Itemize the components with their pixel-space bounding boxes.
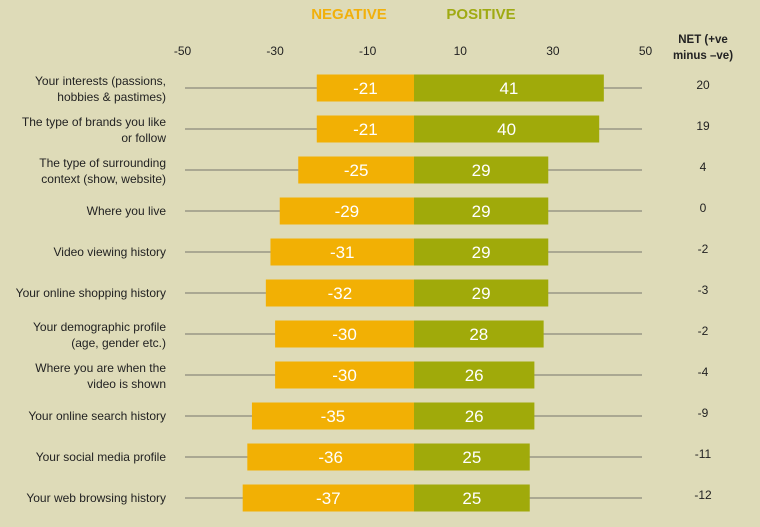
net-value: -9: [698, 406, 709, 420]
bar-negative: [275, 361, 414, 389]
net-value: 4: [700, 160, 707, 174]
bar-negative-label: -30: [332, 366, 357, 385]
bar-positive: [414, 443, 530, 471]
bar-negative-label: -35: [321, 407, 346, 426]
chart-row: Your web browsing history -37 25 -12: [26, 484, 712, 512]
bar-negative: [298, 156, 414, 184]
net-value: -4: [698, 365, 709, 379]
bar-negative-label: -36: [318, 448, 343, 467]
chart-row: The type of surrounding context (show, we…: [39, 156, 706, 186]
chart-row: Your online shopping history -32 29 -3: [16, 279, 709, 307]
chart-row: Your interests (passions, hobbies & pasti…: [35, 74, 710, 104]
category-label: Your demographic profile: [33, 320, 166, 334]
net-value: -3: [698, 283, 709, 297]
bar-positive-label: 29: [472, 243, 491, 262]
bar-negative-label: -29: [335, 202, 360, 221]
net-value: 0: [700, 201, 707, 215]
bar-negative: [270, 238, 414, 266]
net-value: -2: [698, 324, 709, 338]
bar-negative-label: -37: [316, 489, 341, 508]
category-label: Your online search history: [28, 409, 166, 423]
net-value: -11: [695, 447, 712, 461]
bar-positive-label: 25: [462, 489, 481, 508]
bar-positive-label: 41: [499, 79, 518, 98]
chart-row: Your online search history -35 26 -9: [28, 402, 709, 430]
bar-negative: [316, 115, 414, 143]
bar-positive: [414, 402, 535, 430]
bar-positive: [414, 361, 535, 389]
bar-positive: [414, 156, 549, 184]
category-label: Video viewing history: [53, 245, 166, 259]
bar-negative: [265, 279, 414, 307]
chart-row: Your demographic profile (age, gender etc…: [33, 320, 709, 350]
chart-row: Where you live -29 29 0: [87, 197, 707, 225]
tick-label: 50: [639, 44, 653, 58]
bar-positive: [414, 484, 530, 512]
category-label: or follow: [121, 131, 166, 145]
category-label: Where you are when the: [35, 361, 166, 375]
bar-positive: [414, 279, 549, 307]
tick-label: -50: [174, 44, 192, 58]
net-value: 19: [696, 119, 710, 133]
tick-label: 10: [454, 44, 468, 58]
tick-label: 30: [546, 44, 560, 58]
category-label: Your web browsing history: [26, 491, 166, 505]
bar-negative: [251, 402, 414, 430]
bar-positive: [414, 74, 604, 102]
tick-label: -30: [266, 44, 284, 58]
net-header-line-2: minus –ve): [673, 50, 733, 62]
bar-positive: [414, 320, 544, 348]
bar-positive-label: 26: [465, 407, 484, 426]
bar-positive: [414, 238, 549, 266]
bar-positive-label: 26: [465, 366, 484, 385]
bar-positive: [414, 115, 600, 143]
bar-negative-label: -32: [328, 284, 353, 303]
bar-positive-label: 25: [462, 448, 481, 467]
tick-label: -10: [359, 44, 377, 58]
chart-row: The type of brands you like or follow -21 4…: [22, 115, 710, 145]
category-label: Your online shopping history: [16, 286, 166, 300]
bar-positive-label: 29: [472, 161, 491, 180]
net-value: -2: [698, 242, 709, 256]
legend-positive: POSITIVE: [446, 6, 515, 23]
chart-row: Your social media profile -36 25 -11: [36, 443, 712, 471]
bar-positive-label: 28: [469, 325, 488, 344]
bar-positive-label: 29: [472, 202, 491, 221]
category-label: The type of surrounding: [39, 156, 166, 170]
bar-negative: [316, 74, 414, 102]
category-label: video is shown: [87, 377, 166, 391]
category-label: Your interests (passions,: [35, 74, 166, 88]
chart-row: Video viewing history -31 29 -2: [53, 238, 709, 266]
category-label: The type of brands you like: [22, 115, 166, 129]
bar-negative: [275, 320, 414, 348]
bar-negative-label: -21: [353, 120, 378, 139]
bar-negative-label: -30: [332, 325, 357, 344]
bar-negative: [247, 443, 414, 471]
category-label: context (show, website): [41, 172, 166, 186]
bar-positive-label: 29: [472, 284, 491, 303]
category-label: (age, gender etc.): [71, 336, 166, 350]
category-label: Where you live: [87, 204, 167, 218]
chart-row: Where you are when the video is shown -30 2…: [35, 361, 708, 391]
bar-negative: [279, 197, 414, 225]
bar-positive: [414, 197, 549, 225]
bar-negative: [242, 484, 414, 512]
bar-negative-label: -25: [344, 161, 369, 180]
net-header-line-1: NET (+ve: [678, 34, 728, 46]
category-label: Your social media profile: [36, 450, 167, 464]
bar-negative-label: -21: [353, 79, 378, 98]
net-value: 20: [696, 78, 710, 92]
category-label: hobbies & pastimes): [57, 90, 166, 104]
bar-positive-label: 40: [497, 120, 516, 139]
bar-negative-label: -31: [330, 243, 355, 262]
legend-negative: NEGATIVE: [311, 6, 387, 23]
net-value: -12: [694, 488, 712, 502]
